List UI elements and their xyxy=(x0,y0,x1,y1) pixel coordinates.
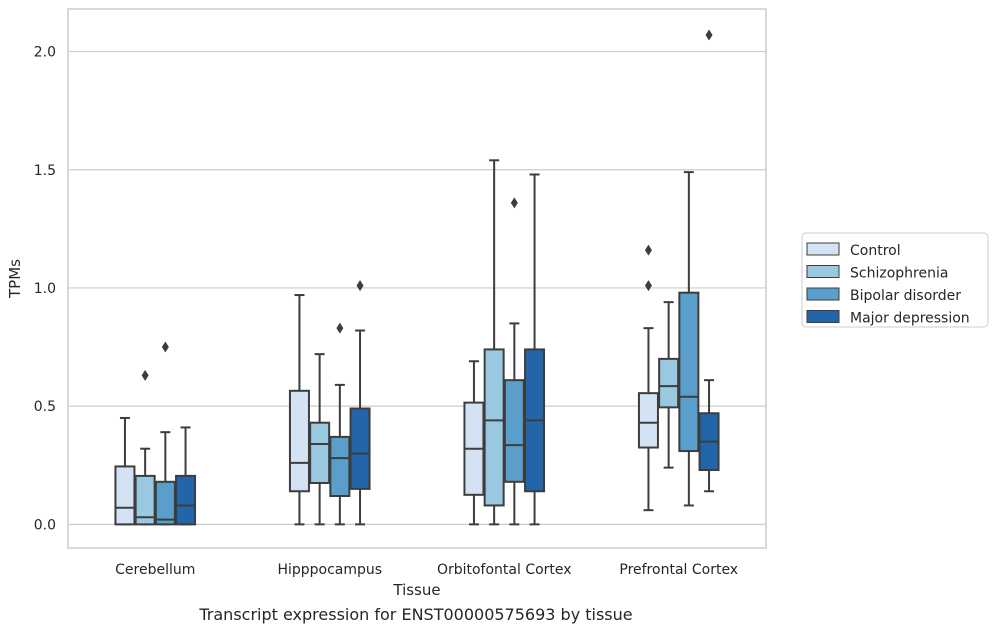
legend-swatch xyxy=(806,242,840,256)
box xyxy=(637,392,659,449)
legend-swatch xyxy=(806,287,840,301)
box xyxy=(678,291,700,453)
box xyxy=(154,480,176,526)
box xyxy=(175,474,197,526)
legend-label: Major depression xyxy=(850,311,970,327)
outlier-point xyxy=(510,197,518,209)
outlier-point xyxy=(705,29,713,41)
x-axis-label: Tissue xyxy=(392,581,440,599)
box xyxy=(349,407,371,490)
outlier-point xyxy=(356,280,364,292)
x-tick-label: Prefrontal Cortex xyxy=(619,562,738,578)
box xyxy=(114,465,136,526)
legend-box xyxy=(801,232,989,328)
plot-frame xyxy=(67,8,767,549)
box xyxy=(503,379,525,483)
outlier-point xyxy=(644,244,652,256)
y-tick-label: 0.5 xyxy=(34,399,56,415)
box xyxy=(309,421,331,484)
outlier-point xyxy=(336,322,344,334)
legend-swatch xyxy=(806,265,840,278)
x-tick-label: Orbitofontal Cortex xyxy=(437,562,572,578)
box xyxy=(483,348,505,507)
y-axis-label: TPMs xyxy=(6,259,24,299)
y-tick-label: 0.0 xyxy=(34,517,56,533)
box xyxy=(658,357,680,409)
legend-label: Bipolar disorder xyxy=(850,288,961,304)
box xyxy=(134,474,156,526)
outlier-point xyxy=(644,280,652,292)
y-tick-label: 1.0 xyxy=(34,281,56,297)
y-tick-label: 2.0 xyxy=(34,45,56,61)
figure-caption: Transcript expression for ENST0000057569… xyxy=(199,605,633,624)
box xyxy=(329,435,351,497)
box xyxy=(288,389,310,493)
legend-label: Schizophrenia xyxy=(850,266,948,282)
outlier-point xyxy=(161,341,169,353)
outlier-point xyxy=(141,369,149,381)
y-tick-label: 1.5 xyxy=(34,163,56,179)
x-tick-label: Hipppocampus xyxy=(277,562,382,578)
legend-label: Control xyxy=(850,243,901,259)
legend-swatch xyxy=(806,310,840,323)
x-tick-label: Cerebellum xyxy=(115,562,195,578)
